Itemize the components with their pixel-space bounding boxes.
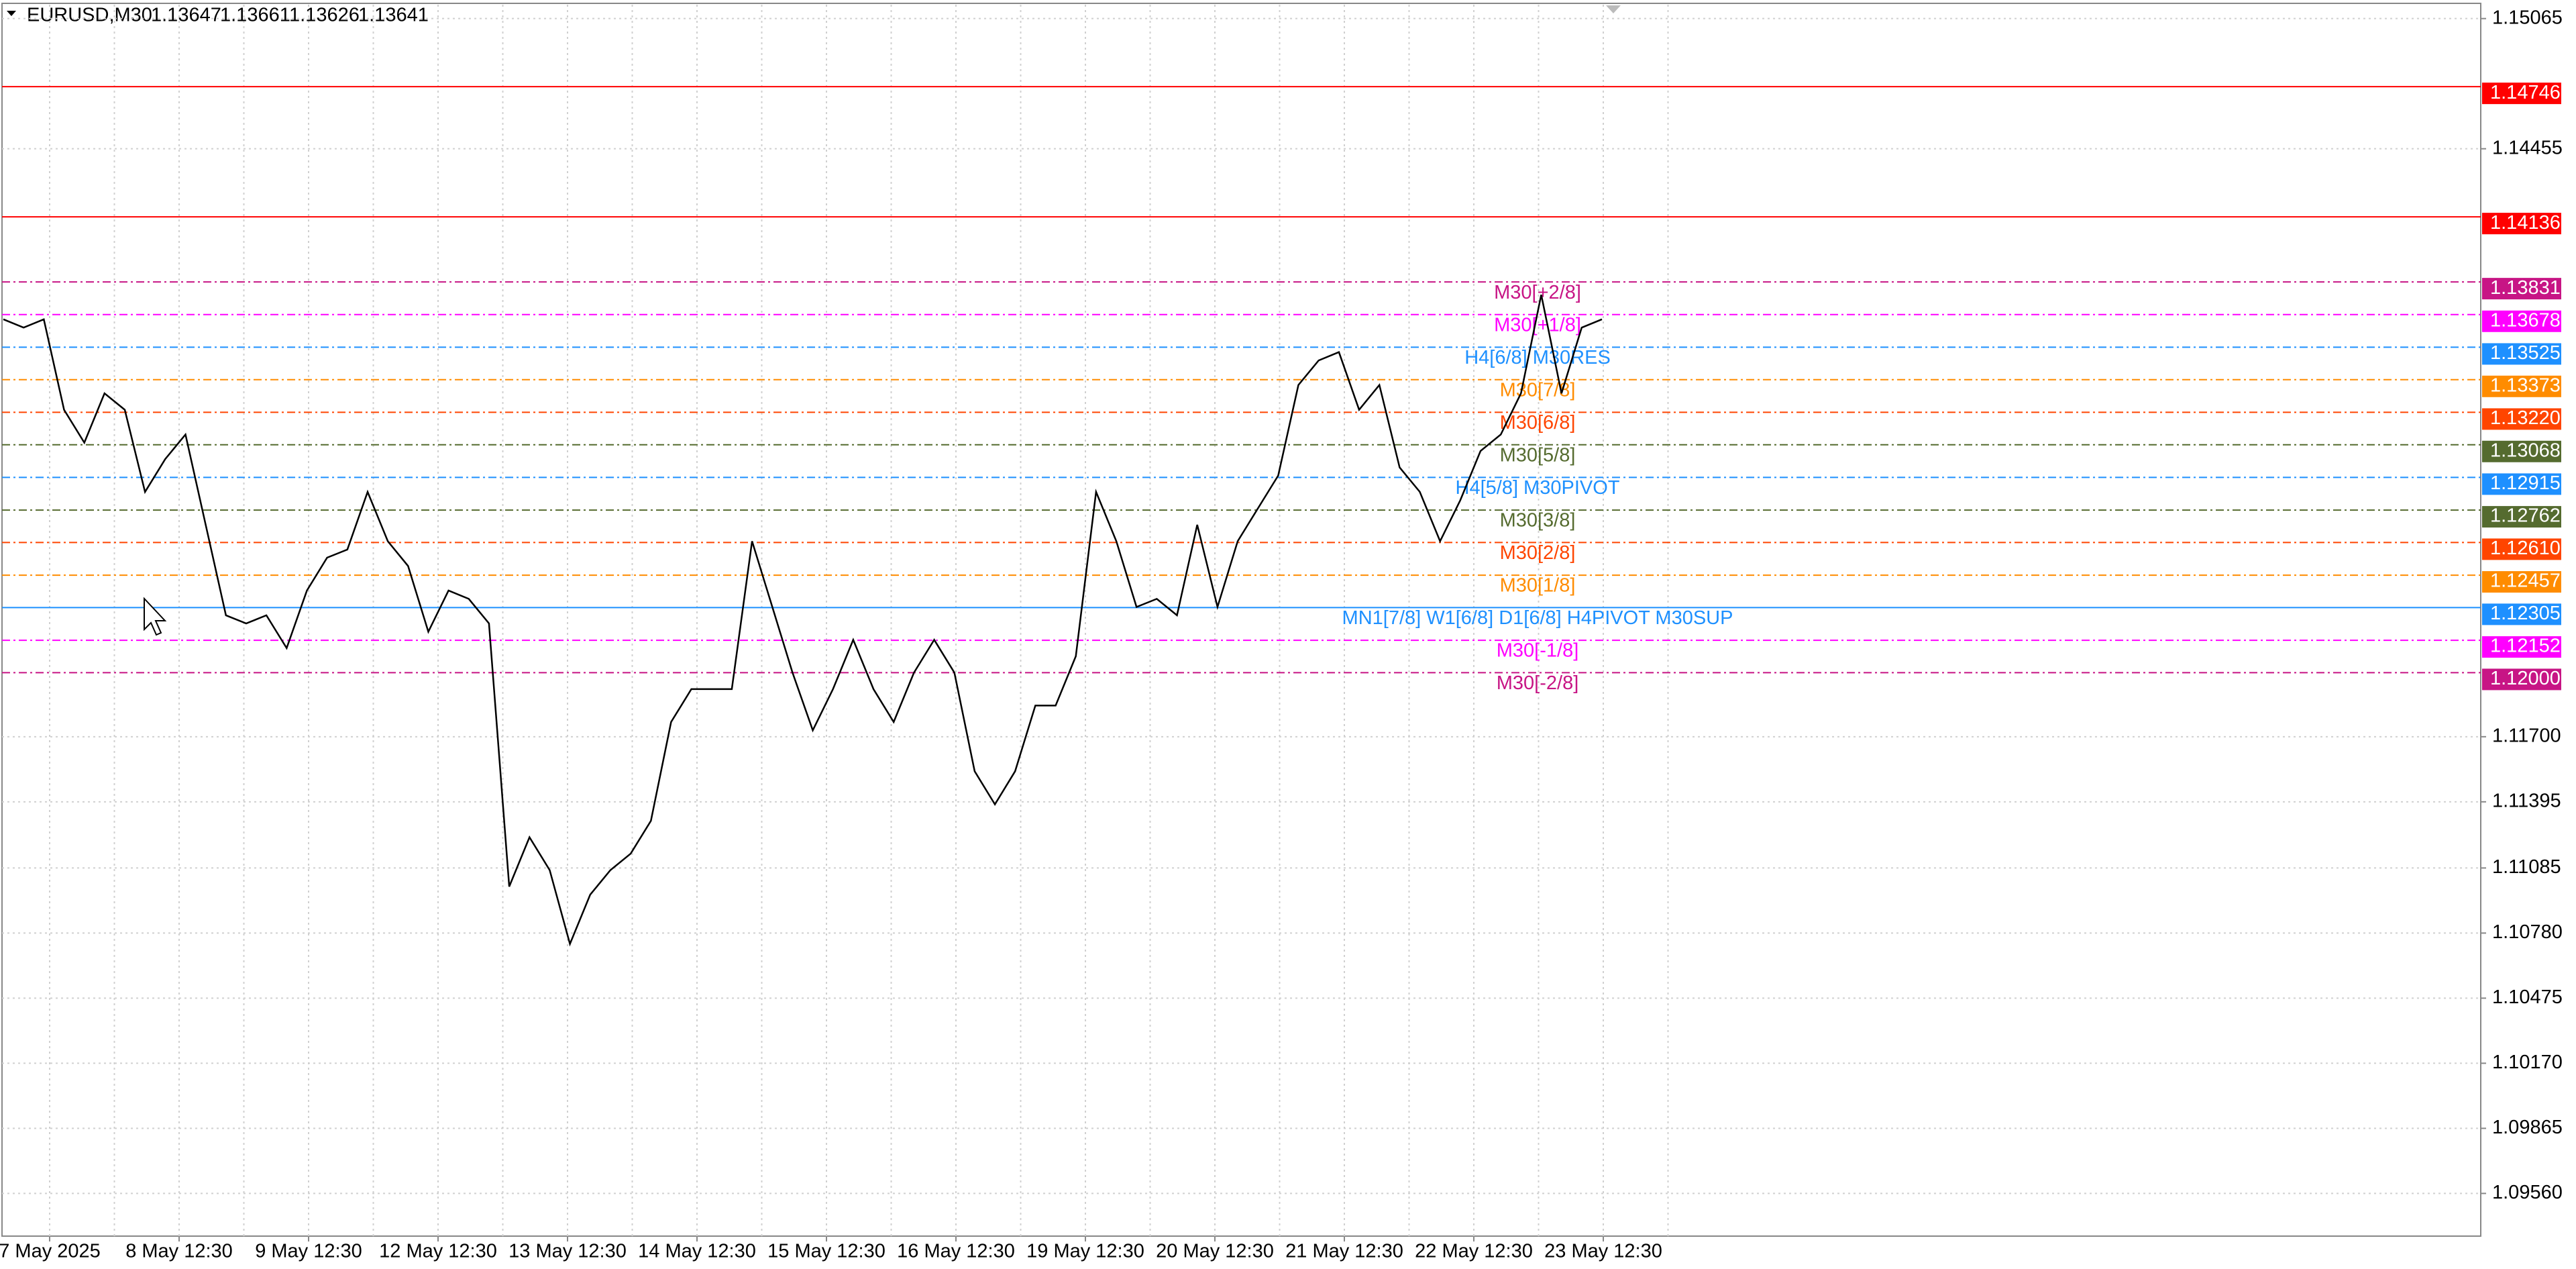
x-tick-label: 21 May 12:30 xyxy=(1285,1241,1403,1262)
price-tag-label: 1.13068 xyxy=(2490,440,2561,461)
price-tag xyxy=(2482,506,2561,528)
level-name: M30[1/8] xyxy=(1500,575,1576,597)
price-tag-label: 1.13373 xyxy=(2490,374,2561,396)
menu-arrow[interactable] xyxy=(7,11,16,16)
x-tick-label: 19 May 12:30 xyxy=(1026,1241,1144,1262)
grid xyxy=(2,5,2481,1236)
x-tick-label: 13 May 12:30 xyxy=(508,1241,627,1262)
price-tag xyxy=(2482,343,2561,365)
price-tag-label: 1.13678 xyxy=(2490,309,2561,331)
level-name: M30[6/8] xyxy=(1500,412,1576,434)
price-tag-label: 1.12457 xyxy=(2490,570,2561,592)
price-tag xyxy=(2482,213,2561,235)
price-tag-label: 1.13525 xyxy=(2490,342,2561,364)
x-tick-label: 8 May 12:30 xyxy=(125,1241,233,1262)
level-name: H4[6/8] M30RES xyxy=(1464,347,1611,368)
price-tag xyxy=(2482,278,2561,300)
price-tag xyxy=(2482,310,2561,332)
header-price: 1.13641 xyxy=(358,5,429,26)
x-tick-label: 20 May 12:30 xyxy=(1156,1241,1274,1262)
price-tag xyxy=(2482,538,2561,560)
mouse-cursor xyxy=(144,597,167,636)
price-tag-label: 1.12915 xyxy=(2490,472,2561,494)
header-price: 1.13661 xyxy=(220,5,290,26)
price-tag-label: 1.12762 xyxy=(2490,505,2561,527)
x-tick-label: 7 May 2025 xyxy=(0,1241,101,1262)
symbol: EURUSD,M30 xyxy=(27,5,152,26)
header-price: 1.13647 xyxy=(151,5,221,26)
level-name: M30[2/8] xyxy=(1500,542,1576,564)
x-tick-label: 16 May 12:30 xyxy=(897,1241,1015,1262)
levels: 1.14746 1.14136 1.13831 M30[+2/8] 1.13678 M30… xyxy=(2,82,2561,694)
price-tag xyxy=(2482,668,2561,691)
price-tag-label: 1.13220 xyxy=(2490,407,2561,429)
level-name: H4[5/8] M30PIVOT xyxy=(1456,477,1620,499)
price-tag xyxy=(2482,375,2561,397)
level-name: M30[3/8] xyxy=(1500,510,1576,531)
price-tag-label: 1.14136 xyxy=(2490,212,2561,234)
level-name: M30[-2/8] xyxy=(1497,672,1579,694)
price-tag xyxy=(2482,408,2561,430)
x-tick-label: 15 May 12:30 xyxy=(767,1241,885,1262)
price-line xyxy=(3,294,1603,947)
price xyxy=(3,294,1603,947)
price-tag xyxy=(2482,636,2561,658)
y-tick-label: 1.10475 xyxy=(2492,986,2563,1008)
y-tick-label: 1.14455 xyxy=(2492,137,2563,158)
price-tag-label: 1.12000 xyxy=(2490,668,2561,689)
header-price: 1.13626 xyxy=(289,5,360,26)
price-tag-label: 1.12152 xyxy=(2490,636,2561,657)
price-tag-label: 1.12610 xyxy=(2490,538,2561,559)
y-tick-label: 1.11395 xyxy=(2492,790,2561,811)
y-tick-label: 1.09865 xyxy=(2492,1117,2563,1138)
price-tag xyxy=(2482,603,2561,625)
y-tick-label: 1.15065 xyxy=(2492,7,2563,28)
y-tick-label: 1.11700 xyxy=(2492,725,2561,746)
x-tick-label: 23 May 12:30 xyxy=(1544,1241,1662,1262)
price-tag xyxy=(2482,473,2561,495)
level-name: M30[+2/8] xyxy=(1494,282,1581,303)
y-tick-label: 1.11085 xyxy=(2492,856,2561,878)
x-tick-label: 14 May 12:30 xyxy=(638,1241,756,1262)
y-tick-label: 1.10170 xyxy=(2492,1052,2563,1073)
x-tick-label: 9 May 12:30 xyxy=(255,1241,362,1262)
level-name: M30[+1/8] xyxy=(1494,314,1581,336)
x-tick-label: 12 May 12:30 xyxy=(379,1241,497,1262)
price-tag-label: 1.14746 xyxy=(2490,82,2561,103)
level-name: M30[5/8] xyxy=(1500,444,1576,466)
price-tag xyxy=(2482,571,2561,593)
y-tick-label: 1.09560 xyxy=(2492,1182,2563,1203)
price-tag xyxy=(2482,83,2561,105)
price-tag xyxy=(2482,440,2561,462)
y-tick-label: 1.10780 xyxy=(2492,921,2563,943)
x-tick-label: 22 May 12:30 xyxy=(1415,1241,1533,1262)
axes: 1.15065 1.14455 1.11700 1.11395 1.11085 1.107… xyxy=(0,7,2563,1262)
price-tag-label: 1.12305 xyxy=(2490,603,2561,624)
level-name: MN1[7/8] W1[6/8] D1[6/8] H4PIVOT M30SUP xyxy=(1342,607,1733,629)
price-tag-label: 1.13831 xyxy=(2490,277,2561,299)
shift-marker xyxy=(1606,5,1621,13)
level-name: M30[-1/8] xyxy=(1497,640,1579,662)
